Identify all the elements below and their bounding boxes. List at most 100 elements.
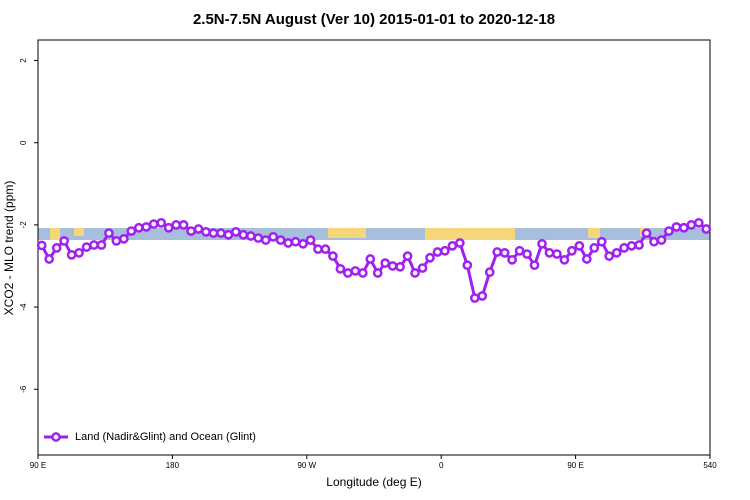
data-point: [268, 231, 279, 242]
data-point: [126, 226, 137, 236]
x-axis-label: Longitude (deg E): [326, 475, 421, 489]
data-point: [171, 220, 181, 230]
data-point: [537, 238, 547, 249]
data-point: [410, 268, 420, 278]
data-point: [89, 240, 99, 250]
data-point: [231, 227, 241, 237]
data-point: [141, 222, 152, 232]
data-point: [529, 260, 540, 271]
data-point: [447, 241, 458, 251]
data-point: [275, 235, 286, 245]
y-tick-label: -2: [19, 221, 28, 229]
data-point: [634, 240, 644, 250]
data-point: [163, 222, 174, 233]
data-point: [245, 231, 256, 241]
data-point: [335, 264, 346, 274]
data-point: [111, 236, 122, 246]
data-point: [693, 217, 704, 228]
data-point: [104, 228, 114, 238]
data-point: [469, 293, 480, 303]
data-point: [283, 238, 293, 248]
data-point: [74, 247, 84, 258]
data-point: [380, 258, 391, 268]
data-point: [178, 220, 189, 230]
data-point: [208, 228, 219, 238]
data-point: [36, 240, 47, 251]
data-point: [223, 229, 234, 240]
x-tick-label: 180: [166, 461, 180, 470]
data-point: [66, 250, 77, 260]
data-point: [514, 245, 525, 256]
y-axis-label: XCO2 - MLO trend (ppm): [2, 181, 16, 316]
data-point: [372, 268, 383, 278]
data-point: [619, 243, 629, 253]
data-point: [216, 228, 226, 238]
land-patch: [588, 228, 600, 238]
data-point: [96, 240, 107, 250]
data-point: [484, 267, 495, 278]
legend-label: Land (Nadir&Glint) and Ocean (Glint): [75, 431, 256, 443]
land-patch: [50, 228, 60, 240]
data-point: [559, 254, 570, 265]
chart-title: 2.5N-7.5N August (Ver 10) 2015-01-01 to …: [193, 11, 555, 28]
x-tick-label: 90 W: [297, 461, 316, 470]
y-tick-label: 0: [19, 140, 28, 145]
data-point: [387, 261, 398, 271]
data-point: [119, 234, 129, 244]
data-point: [641, 228, 652, 238]
data-point: [499, 247, 510, 258]
data-point: [604, 251, 615, 261]
data-point: [402, 251, 413, 261]
data-point: [186, 226, 196, 236]
data-point: [193, 224, 204, 234]
y-tick-label: -4: [19, 303, 28, 311]
data-point: [664, 226, 674, 236]
data-point: [626, 241, 637, 251]
data-point: [462, 260, 473, 271]
data-point: [201, 227, 211, 237]
data-point: [679, 222, 689, 233]
plot-frame: [37, 39, 711, 456]
x-tick-label: 0: [439, 461, 444, 470]
data-point: [81, 242, 92, 252]
data-point: [395, 261, 405, 272]
data-point: [611, 247, 622, 258]
y-tick-label: -6: [19, 385, 28, 393]
data-point: [596, 236, 607, 247]
data-point: [313, 244, 323, 254]
data-point: [425, 252, 435, 263]
data-point: [477, 291, 488, 301]
data-point: [343, 268, 353, 278]
data-point: [260, 235, 271, 245]
data-point: [298, 238, 308, 249]
data-point: [238, 229, 249, 240]
land-patch: [74, 228, 84, 236]
data-point: [253, 233, 264, 243]
data-point: [492, 247, 503, 257]
data-point: [507, 254, 517, 265]
legend-marker: [51, 432, 61, 442]
data-point: [701, 224, 712, 234]
data-point: [417, 263, 428, 273]
data-point: [365, 254, 376, 264]
data-point: [44, 254, 55, 264]
data-point: [156, 217, 167, 228]
data-point: [686, 220, 697, 230]
data-point: [581, 254, 592, 264]
data-point: [440, 245, 450, 256]
x-tick-label: 90 E: [30, 461, 46, 470]
data-point: [59, 236, 69, 246]
data-point: [544, 247, 555, 258]
data-point: [671, 222, 682, 232]
data-point: [522, 249, 532, 259]
data-point: [432, 247, 443, 257]
data-point: [567, 245, 577, 256]
data-point: [589, 243, 600, 253]
data-point: [133, 222, 144, 233]
x-tick-label: 90 E: [567, 461, 583, 470]
data-point: [455, 238, 465, 248]
data-point: [148, 219, 159, 229]
y-tick-label: 2: [19, 58, 28, 63]
data-point: [350, 266, 361, 276]
